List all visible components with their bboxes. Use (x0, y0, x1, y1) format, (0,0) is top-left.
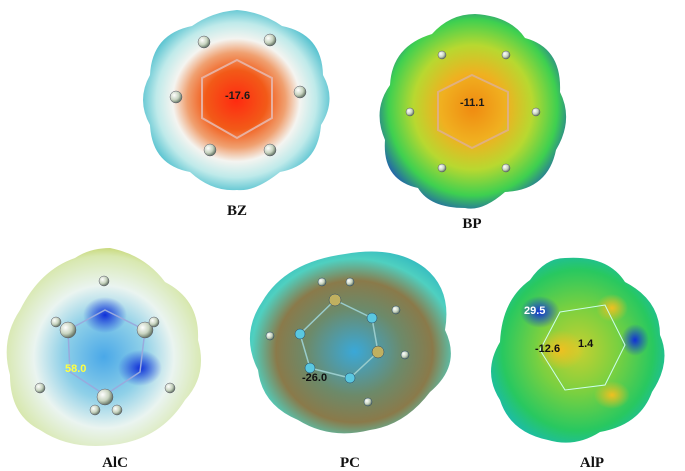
pc-label: PC (340, 455, 360, 471)
alc-esp-map (6, 248, 202, 446)
alp-positive-region (621, 324, 649, 356)
bz-atoms (169, 33, 307, 157)
bz-potential-value: -17.6 (225, 90, 251, 102)
alp-negative-region (536, 330, 584, 370)
alc-positive-region (83, 297, 127, 333)
alc-potential-value: 58.0 (65, 363, 87, 375)
bp-ring (437, 73, 509, 150)
alp-negative-region (596, 294, 628, 322)
alp-potential-value-2: -12.6 (535, 343, 561, 355)
bp-atoms (405, 50, 541, 173)
alp-potential-value-3: 1.4 (578, 338, 594, 350)
alc-atoms (34, 275, 176, 416)
alp-potential-value-1: 29.5 (524, 305, 546, 317)
pc-potential-value: -26.0 (302, 372, 328, 384)
bz-label: BZ (226, 203, 247, 219)
pc-esp-map (249, 251, 451, 434)
alp-ring (539, 304, 626, 391)
bz-ring (201, 58, 273, 140)
bz-esp-map (143, 10, 330, 191)
bp-label: BP (462, 216, 482, 232)
pc-atoms (265, 277, 410, 407)
alp-esp-map (491, 257, 665, 443)
alp-label: AlP (579, 455, 605, 471)
alc-label: AlC (102, 455, 128, 471)
bp-esp-map (379, 14, 567, 209)
bp-potential-value: -11.1 (460, 97, 485, 109)
alp-positive-region (520, 296, 560, 328)
alp-negative-region (594, 381, 630, 409)
